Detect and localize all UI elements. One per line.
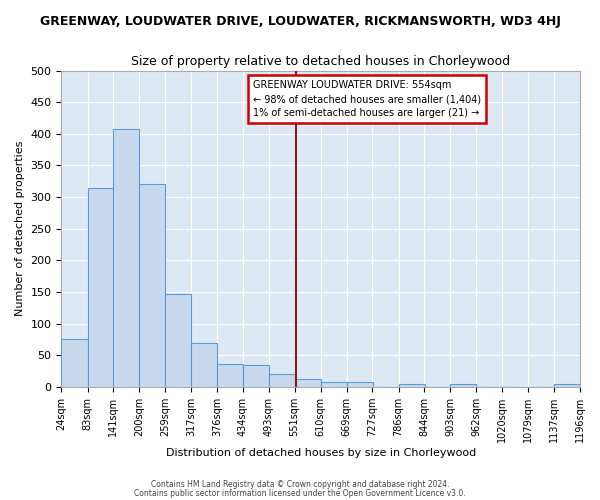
Y-axis label: Number of detached properties: Number of detached properties (15, 141, 25, 316)
Bar (88, 188, 113, 387)
Bar (243, 364, 269, 387)
Bar (166, 294, 191, 387)
Bar (398, 384, 425, 387)
Bar (554, 384, 580, 387)
Bar (321, 382, 347, 387)
Title: Size of property relative to detached houses in Chorleywood: Size of property relative to detached ho… (131, 55, 510, 68)
Bar (191, 342, 217, 387)
Text: GREENWAY, LOUDWATER DRIVE, LOUDWATER, RICKMANSWORTH, WD3 4HJ: GREENWAY, LOUDWATER DRIVE, LOUDWATER, RI… (40, 15, 560, 28)
Bar (61, 340, 88, 387)
Bar (217, 364, 243, 387)
Text: Contains public sector information licensed under the Open Government Licence v3: Contains public sector information licen… (134, 488, 466, 498)
Text: Contains HM Land Registry data © Crown copyright and database right 2024.: Contains HM Land Registry data © Crown c… (151, 480, 449, 489)
Bar (295, 380, 321, 387)
Bar (347, 382, 373, 387)
Bar (139, 184, 166, 387)
Bar (113, 130, 139, 387)
X-axis label: Distribution of detached houses by size in Chorleywood: Distribution of detached houses by size … (166, 448, 476, 458)
Bar (451, 384, 476, 387)
Text: GREENWAY LOUDWATER DRIVE: 554sqm
← 98% of detached houses are smaller (1,404)
1%: GREENWAY LOUDWATER DRIVE: 554sqm ← 98% o… (253, 80, 481, 118)
Bar (269, 374, 295, 387)
